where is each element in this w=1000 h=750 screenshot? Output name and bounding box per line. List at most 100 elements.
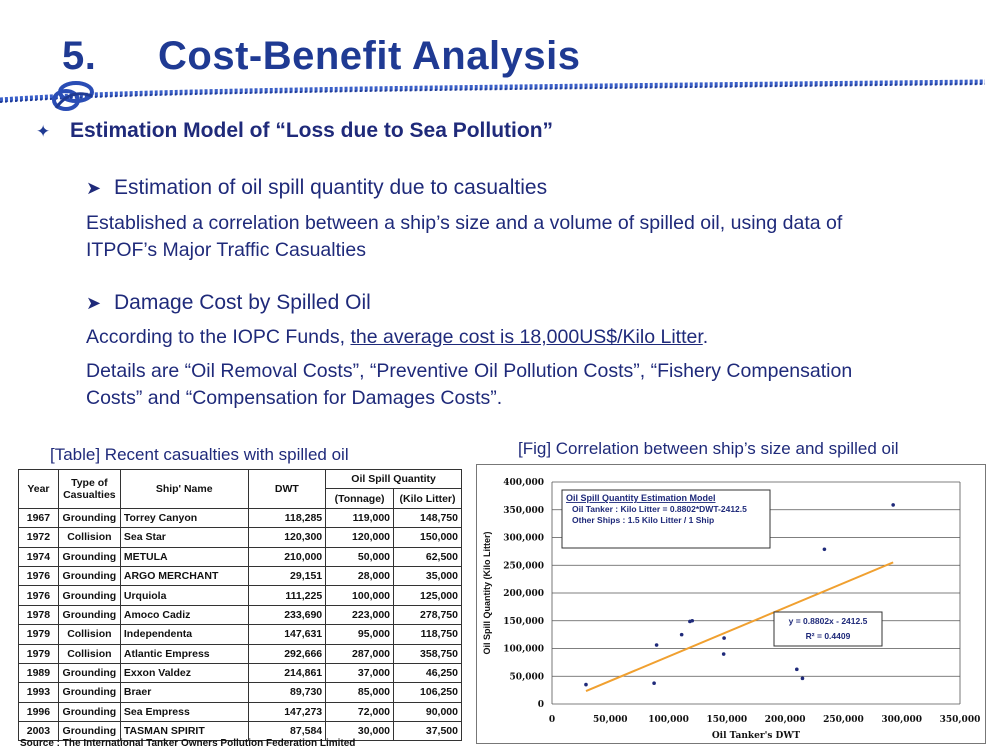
cell-kl: 106,250 [393, 682, 462, 703]
col-kilo-litter: (Kilo Litter) [393, 488, 462, 509]
cell-kl: 46,250 [393, 662, 462, 684]
table-row: 1976 Grounding Urquiola 111,225 100,000 125,0… [18, 585, 462, 606]
cell-type: Grounding [57, 546, 121, 567]
cell-tonnage: 119,000 [325, 507, 395, 529]
cell-ship: METULA [119, 546, 249, 567]
cell-ship: TASMAN SPIRIT [119, 721, 249, 742]
bullet-icon: ✦ [36, 122, 51, 141]
slide-title: 5. Cost-Benefit Analysis [62, 34, 580, 79]
casualties-table: Year Type of Casualties Ship' Name DWT O… [18, 468, 462, 742]
x-tick-label: 0 [549, 715, 555, 725]
table-row: 2003 Grounding TASMAN SPIRIT 87,584 30,000 37… [18, 721, 462, 742]
table-row: 1967 Grounding Torrey Canyon 118,285 119,000… [18, 507, 462, 529]
cell-year: 1979 [18, 643, 59, 664]
section2-para1: According to the IOPC Funds, the average… [86, 326, 709, 348]
cell-dwt: 147,273 [247, 701, 327, 723]
section1-line2: ITPOF’s Major Traffic Casualties [86, 239, 366, 261]
average-cost-text: the average cost is 18,000US$/Kilo Litte… [350, 326, 703, 348]
model-box [561, 489, 771, 549]
data-point [722, 636, 726, 640]
cell-type: Grounding [57, 721, 121, 742]
cell-tonnage: 50,000 [325, 546, 395, 567]
data-point [690, 618, 695, 623]
cell-kl: 37,500 [393, 721, 462, 742]
table-caption: [Table] Recent casualties with spilled o… [50, 445, 349, 464]
y-tick-label: 100,000 [503, 645, 544, 655]
cell-year: 1976 [18, 585, 59, 606]
cell-type: Grounding [57, 682, 121, 703]
x-tick-label: 200,000 [765, 715, 806, 725]
col-dwt: DWT [247, 469, 327, 509]
y-tick-label: 250,000 [503, 561, 544, 571]
x-tick-label: 300,000 [881, 715, 922, 725]
table-source: Source : The International Tanker Owners… [20, 738, 356, 749]
cell-dwt: 214,861 [247, 662, 327, 684]
x-tick-label: 150,000 [706, 715, 747, 725]
chart-frame [476, 464, 986, 744]
data-point [679, 632, 684, 637]
y-axis-label: Oil Spill Quantity (Kilo Litter) [482, 531, 492, 654]
cell-tonnage: 120,000 [325, 527, 395, 548]
table-row: 1993 Grounding Braer 89,730 85,000 106,250 [18, 682, 462, 703]
model-box-line2: Other Ships : 1.5 Kilo Litter / 1 Ship [572, 515, 714, 525]
figure-caption: [Fig] Correlation between ship’s size an… [518, 439, 899, 458]
table-row: 1989 Grounding Exxon Valdez 214,861 37,000 46… [18, 662, 462, 684]
col-ship: Ship' Name [119, 469, 249, 509]
table-row: 1976 Grounding ARGO MERCHANT 29,151 28,000 35… [18, 565, 462, 587]
cell-ship: Urquiola [119, 585, 249, 606]
cell-type: Grounding [57, 585, 121, 606]
cell-dwt: 118,285 [247, 507, 327, 529]
cell-dwt: 210,000 [247, 546, 327, 567]
model-box-title: Oil Spill Quantity Estimation Model [566, 493, 716, 503]
cell-ship: ARGO MERCHANT [119, 565, 249, 587]
col-tonnage: (Tonnage) [325, 488, 395, 509]
cell-ship: Braer [119, 682, 249, 703]
cell-kl: 35,000 [393, 565, 462, 587]
y-tick-label: 50,000 [510, 672, 544, 682]
cell-year: 1974 [18, 546, 59, 567]
trendline [585, 561, 894, 693]
data-point [800, 676, 805, 681]
cell-ship: Torrey Canyon [119, 507, 249, 529]
table-row: 1979 Collision Atlantic Empress 292,666 287,… [18, 643, 462, 664]
cell-year: 1996 [18, 701, 59, 723]
y-tick-label: 150,000 [503, 617, 544, 627]
table-row: 1972 Collision Sea Star 120,300 120,000 150,0… [18, 527, 462, 548]
cell-kl: 125,000 [393, 585, 462, 606]
cell-ship: Amoco Cadiz [119, 604, 249, 626]
cell-tonnage: 287,000 [325, 643, 395, 664]
cell-tonnage: 223,000 [325, 604, 395, 626]
y-tick-label: 400,000 [503, 478, 544, 488]
cell-dwt: 29,151 [247, 565, 327, 587]
cell-year: 1967 [18, 507, 59, 529]
cell-dwt: 87,584 [247, 721, 327, 742]
cell-year: 1978 [18, 604, 59, 626]
section1-line1: Established a correlation between a ship… [86, 212, 843, 234]
cell-tonnage: 85,000 [325, 682, 395, 703]
data-point [822, 547, 827, 552]
data-point [654, 643, 659, 647]
cell-type: Collision [57, 527, 121, 548]
cell-kl: 62,500 [393, 546, 462, 567]
cell-dwt: 89,730 [247, 682, 327, 703]
trend-label-box [773, 611, 883, 647]
cell-ship: Atlantic Empress [119, 643, 249, 664]
arrow-bullet-icon: ➤ [86, 178, 102, 198]
cell-dwt: 147,631 [247, 624, 327, 645]
section2-para2-line2: Costs” and “Compensation for Damages Cos… [86, 387, 503, 409]
cell-kl: 358,750 [393, 643, 462, 664]
arrow-bullet-icon: ➤ [86, 293, 102, 313]
table-header-row: Year Type of Casualties Ship' Name DWT O… [18, 468, 462, 509]
data-point [891, 503, 895, 507]
cell-dwt: 120,300 [247, 527, 327, 548]
cell-tonnage: 100,000 [325, 585, 395, 606]
table-body: 1967 Grounding Torrey Canyon 118,285 119,000… [18, 507, 462, 742]
col-spill: Oil Spill Quantity [325, 468, 462, 490]
cell-kl: 90,000 [393, 701, 462, 723]
scatter-chart: 0 50,000 100,000 150,000 200,000 250,000 300,0… [482, 478, 980, 741]
trend-r-squared: R² = 0.4409 [806, 631, 851, 641]
table-row: 1974 Grounding METULA 210,000 50,000 62,500 [18, 546, 462, 567]
data-point [795, 667, 799, 672]
cell-ship: Sea Empress [119, 701, 249, 723]
rope-divider-icon [0, 79, 986, 111]
